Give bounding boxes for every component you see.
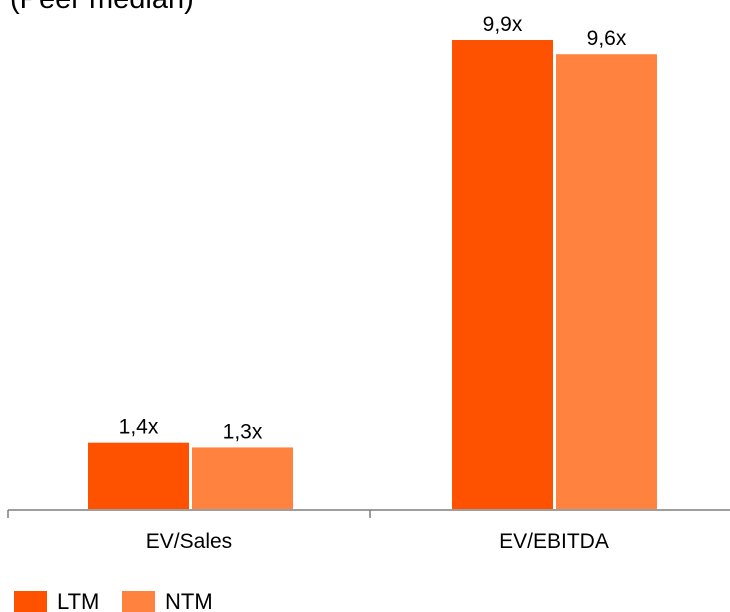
data-label: 9,6x — [587, 27, 627, 50]
category-label: EV/EBITDA — [499, 530, 609, 553]
category-labels-layer: EV/Sales EV/EBITDA — [146, 530, 609, 553]
legend-label-ltm: LTM — [57, 589, 99, 612]
category-label: EV/Sales — [146, 530, 232, 553]
data-label: 9,9x — [483, 13, 523, 36]
legend-swatch-ntm — [122, 591, 155, 612]
legend: LTM NTM — [14, 589, 213, 612]
chart-title: (Peer median) — [10, 0, 194, 15]
legend-label-ntm: NTM — [165, 589, 213, 612]
bar-ltm-ev-ebitda — [452, 40, 553, 509]
bar-ntm-ev-sales — [192, 447, 293, 509]
bars-layer — [88, 40, 657, 509]
data-label: 1,3x — [223, 420, 263, 443]
data-label: 1,4x — [119, 416, 159, 439]
legend-swatch-ltm — [14, 591, 47, 612]
x-axis — [8, 510, 730, 518]
bar-ntm-ev-ebitda — [556, 54, 657, 509]
bar-ltm-ev-sales — [88, 443, 189, 509]
